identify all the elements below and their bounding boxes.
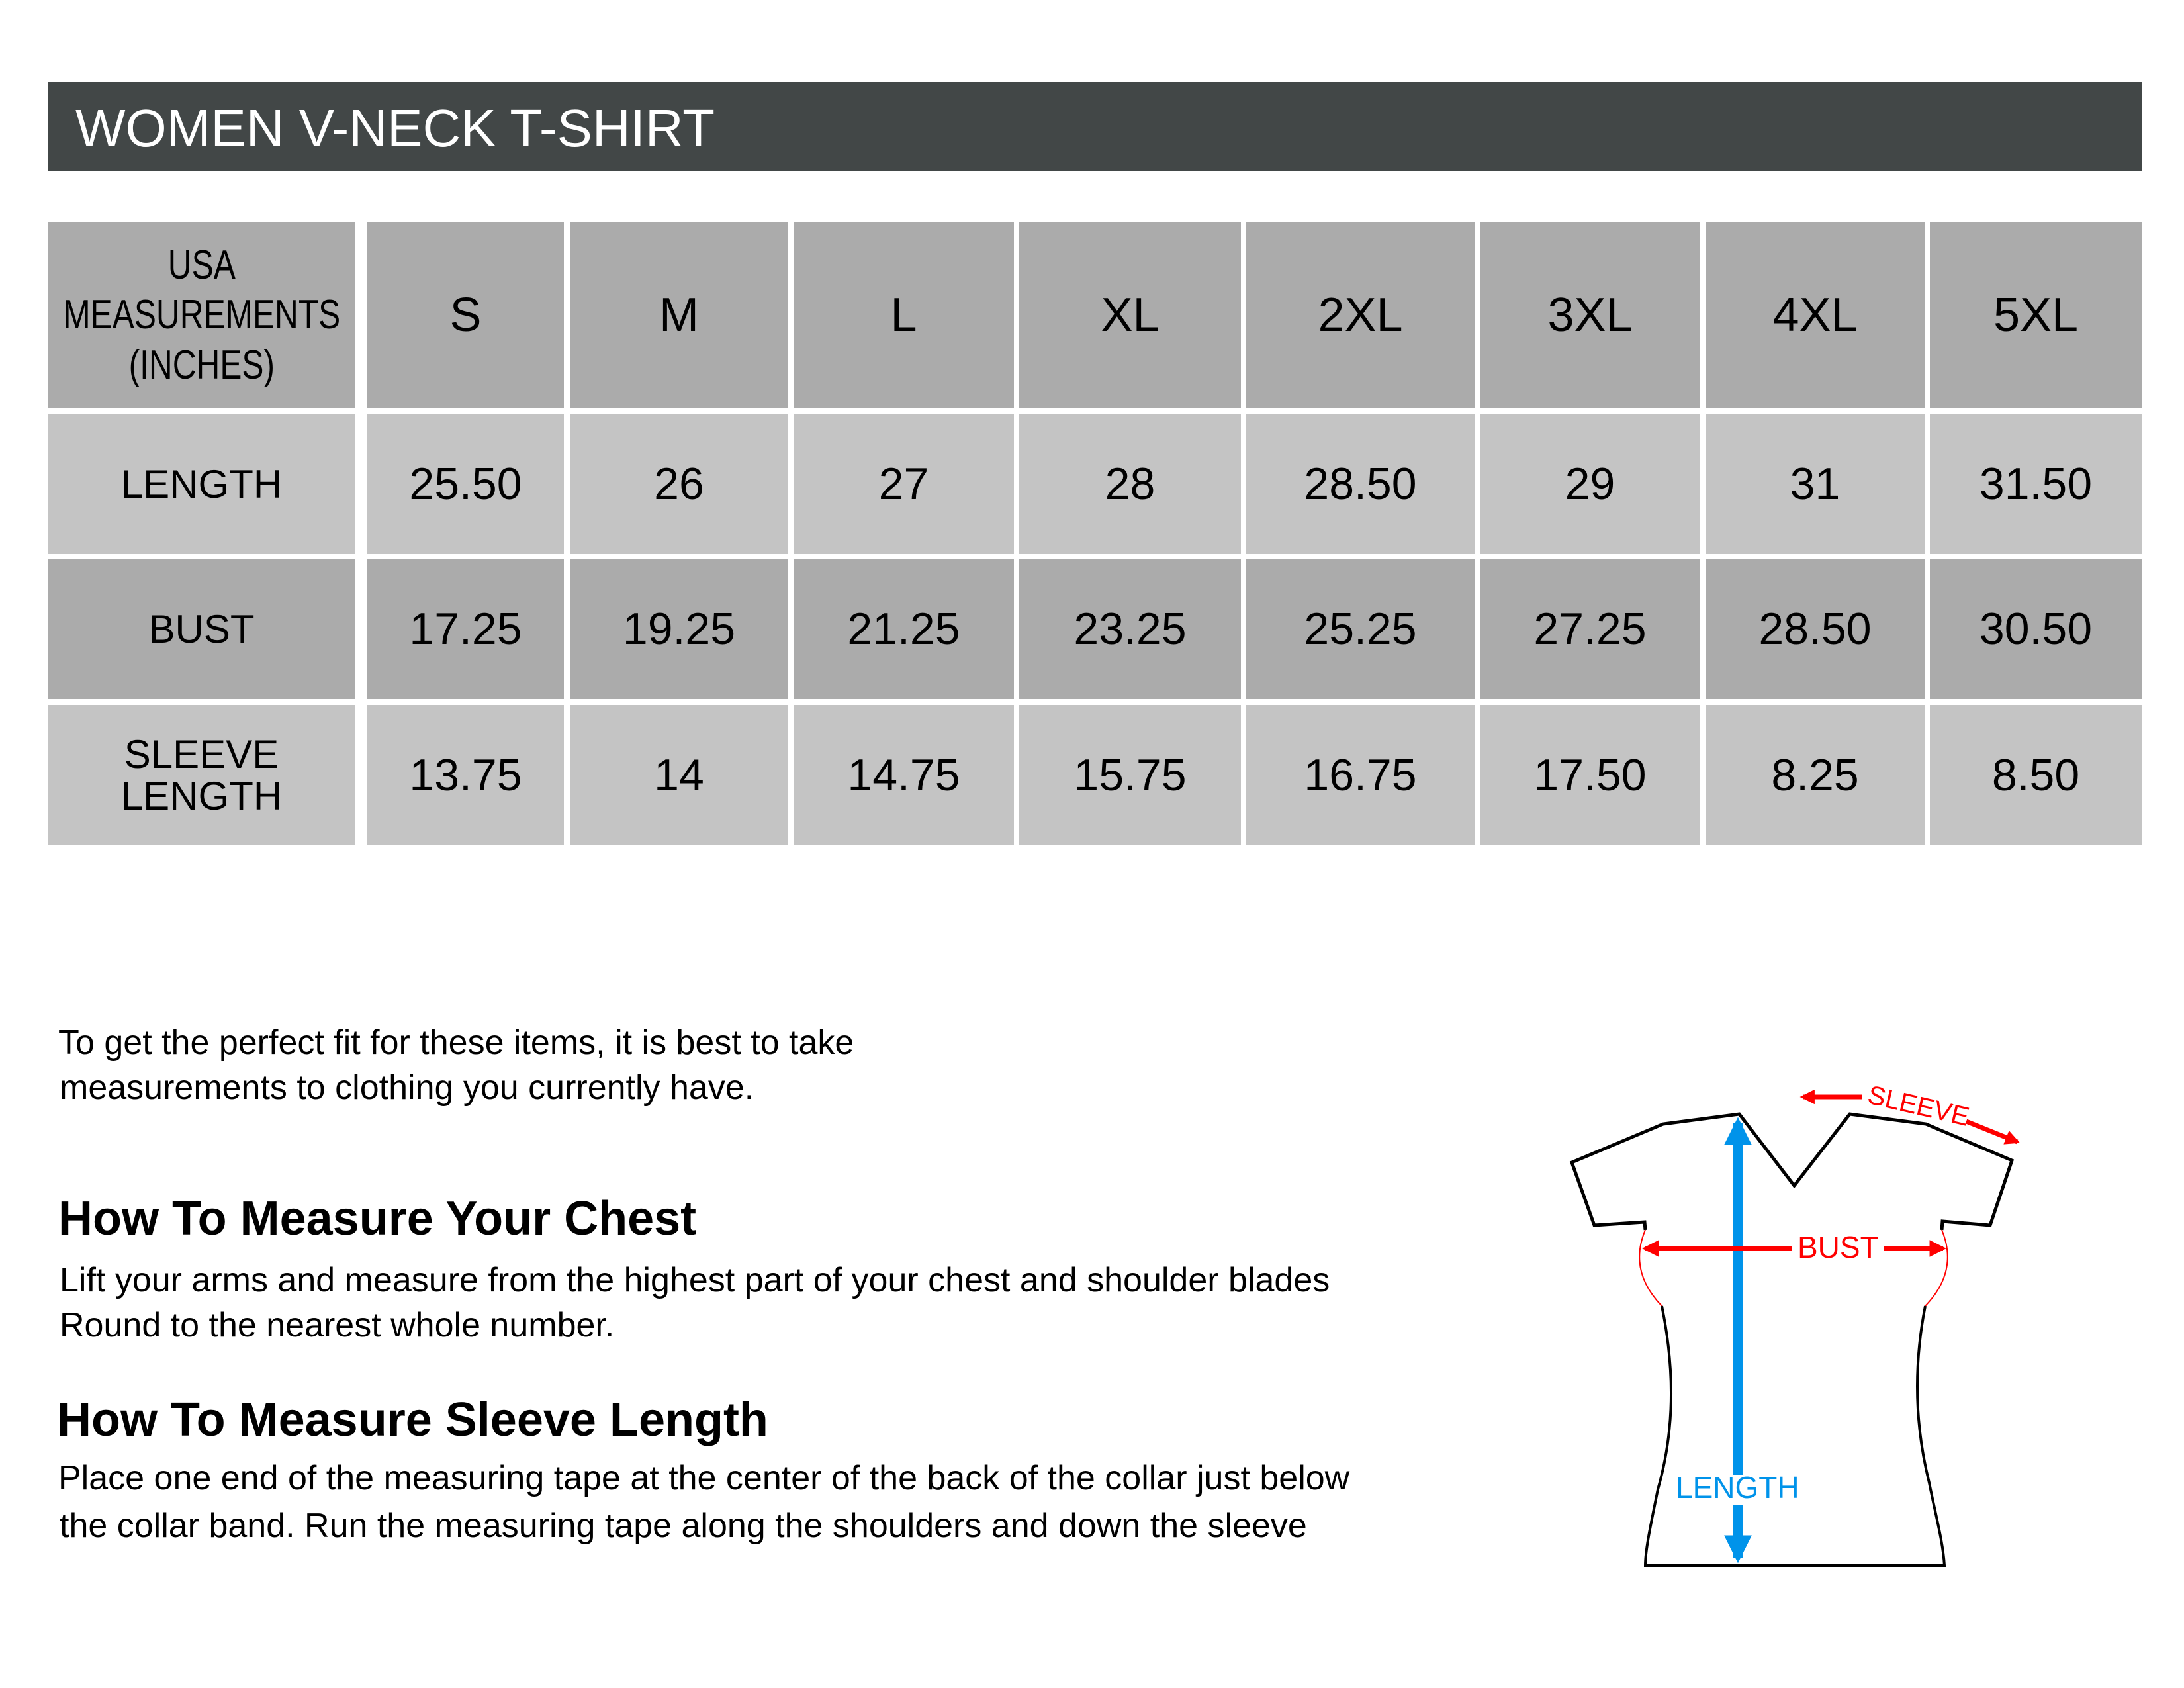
value-cell: 26 [570,414,788,554]
sleeve-arrow-right [1965,1119,2021,1145]
value-cell: 28.50 [1706,559,1925,699]
measurement-value: 21.25 [847,604,960,654]
row-label: BUST [148,606,255,651]
value-cell: 19.25 [570,559,788,699]
measurement-value: 25.25 [1304,604,1417,654]
value-cell: 21.25 [794,559,1014,699]
length-label: LENGTH [1676,1470,1799,1505]
corner-label-line: USA [167,242,236,288]
value-cell: 8.50 [1930,705,2142,845]
measurement-value: 31 [1790,459,1841,509]
sleeve-heading: How To Measure Sleeve Length [57,1393,768,1446]
title-bar: WOMEN V-NECK T-SHIRT [48,82,2142,171]
size-header: L [890,289,917,342]
bust-curve-right [1925,1229,1948,1307]
value-cell: 14.75 [794,705,1014,845]
size-header: XL [1101,289,1160,342]
chest-line-2: Round to the nearest whole number. [60,1306,615,1344]
measurement-value: 28.50 [1304,459,1417,509]
intro-line-2: measurements to clothing you currently h… [60,1068,754,1107]
measurement-value: 19.25 [622,604,736,654]
measurement-value: 28 [1105,459,1156,509]
row-label-line: LENGTH [120,774,283,818]
bust-label: BUST [1797,1230,1879,1264]
value-cell: 17.25 [367,559,564,699]
size-header-cell: L [794,222,1014,408]
tshirt-outline-top [1569,1112,2015,1231]
measurement-value: 14.75 [847,750,960,800]
value-cell: 27.25 [1480,559,1700,699]
value-cell: 28 [1019,414,1241,554]
value-cell: 30.50 [1930,559,2142,699]
measurement-value: 8.25 [1771,750,1859,800]
chest-line-1: Lift your arms and measure from the high… [60,1261,1330,1299]
sleeve-line-2: the collar band. Run the measuring tape … [60,1507,1307,1545]
measurement-value: 16.75 [1304,750,1417,800]
corner-header-cell: USA MEASUREMENTS (INCHES) [48,222,355,408]
measurement-value: 14 [654,750,704,800]
size-header: 2XL [1318,289,1403,342]
value-cell: 28.50 [1246,414,1475,554]
size-header: S [449,289,482,342]
size-header-cell: 5XL [1930,222,2142,408]
page-title: WOMEN V-NECK T-SHIRT [75,99,715,158]
measurement-value: 27.25 [1533,604,1647,654]
row-label-line: SLEEVE [124,732,279,776]
measurement-value: 28.50 [1758,604,1872,654]
value-cell: 8.25 [1706,705,1925,845]
row-label: LENGTH [120,461,283,506]
value-cell: 25.25 [1246,559,1475,699]
measurement-value: 17.25 [409,604,522,654]
measurement-value: 13.75 [409,750,522,800]
corner-label: USA MEASUREMENTS (INCHES) [63,240,340,391]
measurement-value: 15.75 [1073,750,1187,800]
row-label-cell: LENGTH [48,414,355,554]
bust-curve-left [1639,1229,1662,1307]
sleeve-line-1: Place one end of the measuring tape at t… [58,1459,1350,1497]
row-label-cell: SLEEVE LENGTH [48,705,355,845]
measurement-value: 27 [878,459,929,509]
size-header-cell: M [570,222,788,408]
measurement-value: 26 [654,459,704,509]
measurement-value: 8.50 [1991,750,2080,800]
row-label-cell: BUST [48,559,355,699]
size-header-cell: 3XL [1480,222,1700,408]
size-header-cell: 2XL [1246,222,1475,408]
value-cell: 23.25 [1019,559,1241,699]
size-header-cell: XL [1019,222,1241,408]
tshirt-diagram: LENGTH BUST SLEEVE [1569,1080,2021,1567]
chest-heading: How To Measure Your Chest [58,1192,697,1245]
size-header: M [659,289,699,342]
size-header-cell: S [367,222,564,408]
value-cell: 13.75 [367,705,564,845]
measurement-value: 29 [1565,459,1615,509]
value-cell: 27 [794,414,1014,554]
measurement-value: 31.50 [1979,459,2093,509]
tshirt-outline-body [1643,1305,1946,1567]
size-header: 4XL [1772,289,1858,342]
corner-label-line: MEASUREMENTS [63,292,340,338]
value-cell: 14 [570,705,788,845]
measurement-value: 17.50 [1533,750,1647,800]
value-cell: 25.50 [367,414,564,554]
value-cell: 31.50 [1930,414,2142,554]
measurement-value: 23.25 [1073,604,1187,654]
size-header-cell: 4XL [1706,222,1925,408]
value-cell: 15.75 [1019,705,1241,845]
corner-label-line: (INCHES) [128,342,275,388]
value-cell: 31 [1706,414,1925,554]
row-label: SLEEVE LENGTH [121,733,282,817]
intro-line-1: To get the perfect fit for these items, … [58,1023,854,1062]
value-cell: 29 [1480,414,1700,554]
measurement-value: 25.50 [409,459,522,509]
value-cell: 17.50 [1480,705,1700,845]
value-cell: 16.75 [1246,705,1475,845]
size-header: 3XL [1547,289,1633,342]
measurement-value: 30.50 [1979,604,2093,654]
size-header: 5XL [1993,289,2079,342]
